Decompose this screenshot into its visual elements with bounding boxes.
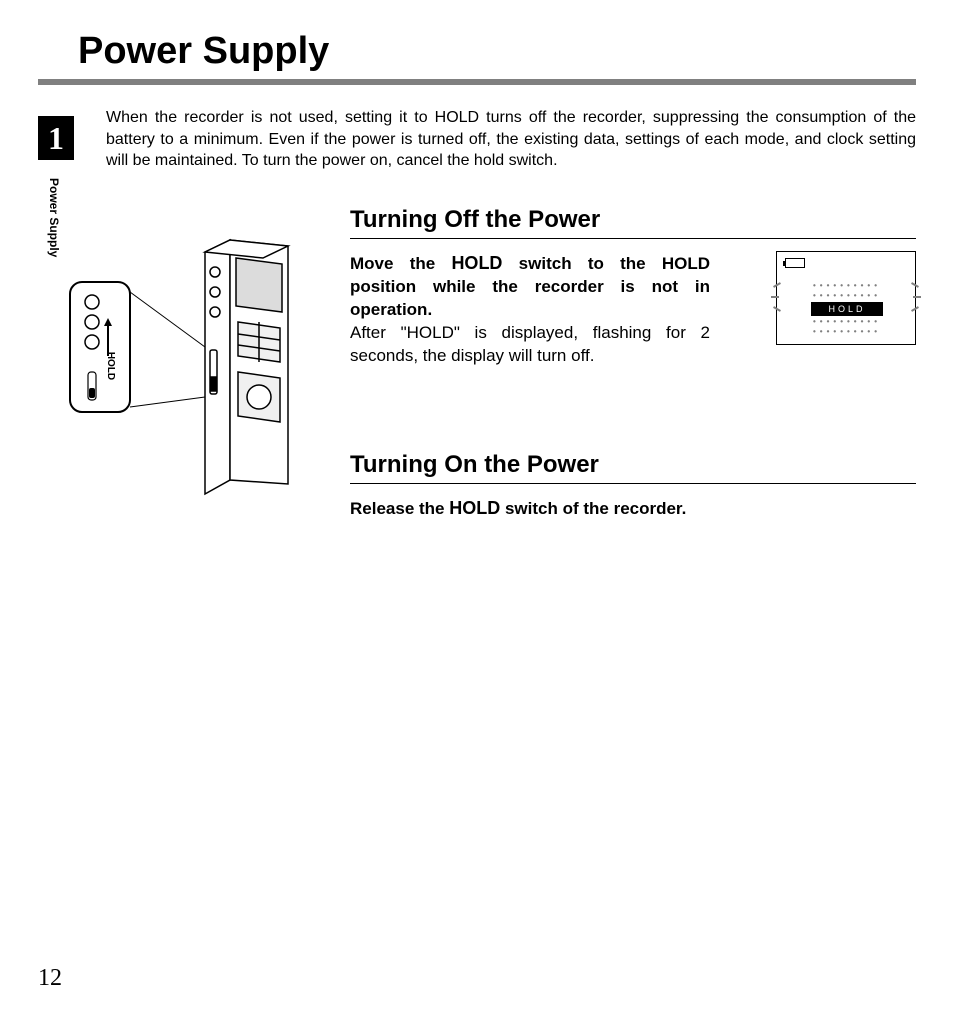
section-heading-off: Turning Off the Power [350, 206, 916, 239]
lcd-dots: •••••••••• [813, 282, 881, 290]
off-hold-word: HOLD [451, 253, 502, 273]
lcd-dots: •••••••••• [813, 292, 881, 300]
off-instruction: Move the HOLD switch to the HOLD positio… [350, 251, 710, 368]
battery-icon [785, 258, 805, 268]
recorder-illustration: HOLD [60, 222, 320, 512]
page-number: 12 [38, 965, 62, 992]
on-hold-word: HOLD [449, 498, 500, 518]
off-detail: After "HOLD" is displayed, flashing for … [350, 323, 710, 365]
lcd-hold-indicator: HOLD [811, 302, 883, 316]
on-instruction: Release the HOLD switch of the recorder. [350, 496, 916, 521]
lcd-dots: •••••••••• [813, 318, 881, 326]
lcd-dots: •••••••••• [813, 328, 881, 336]
chapter-tab: 1 [38, 116, 74, 160]
svg-text:HOLD: HOLD [105, 352, 116, 380]
section-heading-on: Turning On the Power [350, 451, 916, 484]
on-instr-pre: Release the [350, 499, 449, 518]
lcd-display-illustration: •••••••••• •••••••••• HOLD •••••••••• ••… [776, 251, 916, 345]
intro-paragraph: When the recorder is not used, setting i… [0, 85, 954, 172]
on-instr-post: switch of the recorder. [500, 499, 686, 518]
off-instr-pre: Move the [350, 254, 451, 273]
page-title: Power Supply [0, 0, 954, 79]
